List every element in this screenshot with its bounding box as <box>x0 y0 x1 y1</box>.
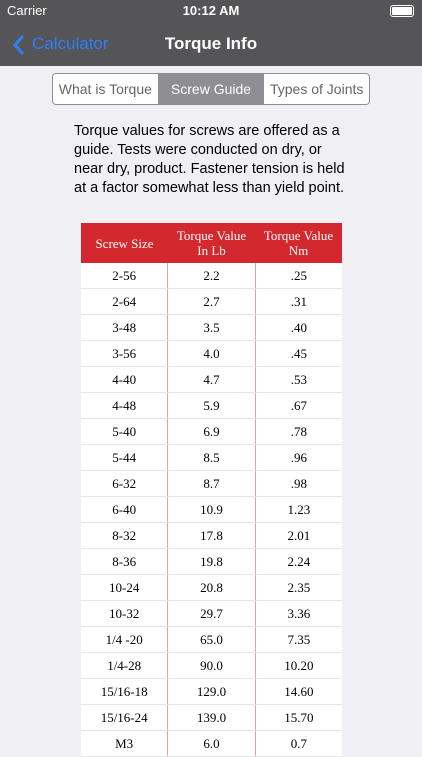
table-cell: 10-24 <box>108 580 140 595</box>
table-cell: 1/4 -20 <box>105 632 143 647</box>
table-cell: 4.0 <box>167 341 254 366</box>
table-row: 8-32 17.8 2.01 <box>81 523 342 549</box>
table-cell: 4-40 <box>112 372 137 387</box>
table-row: 5-44 8.5.96 <box>81 445 342 471</box>
table-row: 4-48 5.9.67 <box>81 393 342 419</box>
header-cell: Screw Size <box>95 235 154 251</box>
table-cell: 7.35 <box>254 627 342 652</box>
table-row: 10-24 20.8 2.35 <box>81 575 342 601</box>
table-row: 15/16-18 129.0 14.60 <box>81 679 342 705</box>
table-cell: 10.20 <box>254 653 342 678</box>
segmented-control: What is Torque Screw Guide Types of Joints <box>52 73 370 105</box>
table-cell: 3-48 <box>112 320 137 335</box>
tab[interactable]: Screw Guide <box>157 74 264 104</box>
table-cell: .98 <box>254 471 342 496</box>
table-row: 2-64 2.7.31 <box>81 289 342 315</box>
table-row: 2-56 2.2.25 <box>81 263 342 289</box>
table-cell: 65.0 <box>167 627 254 652</box>
table-cell: .53 <box>254 367 342 392</box>
table-cell: 6.9 <box>167 419 254 444</box>
table-row: 4-40 4.7.53 <box>81 367 342 393</box>
table-cell: 5-44 <box>112 450 137 465</box>
header-row: Screw Size Torque Value In Lb Torque Value… <box>81 223 342 263</box>
table-cell: 8.7 <box>167 471 254 496</box>
table-cell: 2.01 <box>254 523 342 548</box>
table-cell: 17.8 <box>167 523 254 548</box>
table-cell: 19.8 <box>167 549 254 574</box>
table-cell: 129.0 <box>167 679 254 704</box>
table-cell: 3-56 <box>112 346 137 361</box>
table-cell: .67 <box>254 393 342 418</box>
table-cell: .96 <box>254 445 342 470</box>
nav-bar: Carrier 10:12 AM Calculator Torque Info <box>0 0 422 66</box>
table-cell: 2.35 <box>254 575 342 600</box>
clock: 10:12 AM <box>182 3 240 18</box>
header-cell: Torque Value Nm <box>263 228 334 258</box>
nav-title: Torque Info <box>164 34 258 53</box>
table-cell: .78 <box>254 419 342 444</box>
table-cell: 8.5 <box>167 445 254 470</box>
table-row: 1/4 -20 65.0 7.35 <box>81 627 342 653</box>
carrier: Carrier <box>7 3 47 18</box>
table-cell: 15.70 <box>254 705 342 730</box>
table-cell: 15/16-24 <box>100 710 148 725</box>
table-cell: 4.7 <box>167 367 254 392</box>
intro-text: Torque values for screws are offered as … <box>74 123 345 196</box>
table-row: 1/4-28 90.0 10.20 <box>81 653 342 679</box>
tab[interactable]: Types of Joints <box>263 74 369 104</box>
header-cell: Torque Value In Lb <box>176 228 247 258</box>
table-cell: 1.23 <box>254 497 342 522</box>
table-cell: 14.60 <box>254 679 342 704</box>
table-cell: 2-56 <box>112 268 137 283</box>
table-row: M3 6.0 0.7 <box>81 731 342 757</box>
table-row: 6-40 10.9 1.23 <box>81 497 342 523</box>
back-chevron[interactable] <box>12 34 26 56</box>
table-cell: 20.8 <box>167 575 254 600</box>
table-cell: M3 <box>115 736 134 751</box>
table-cell: 3.5 <box>167 315 254 340</box>
torque-table: Screw Size Torque Value In Lb Torque Value… <box>81 223 342 757</box>
table-cell: 2-64 <box>112 294 137 309</box>
table-cell: 2.2 <box>167 263 254 288</box>
table-row: 3-48 3.5.40 <box>81 315 342 341</box>
table-row: 15/16-24 139.0 15.70 <box>81 705 342 731</box>
table-cell: .25 <box>254 263 342 288</box>
table-cell: 1/4-28 <box>107 658 142 673</box>
table-row: 5-40 6.9.78 <box>81 419 342 445</box>
table-cell: 5-40 <box>112 424 137 439</box>
table-row: 8-36 19.8 2.24 <box>81 549 342 575</box>
table-cell: .31 <box>254 289 342 314</box>
table-cell: 8-32 <box>112 528 137 543</box>
table-cell: 10-32 <box>108 606 140 621</box>
back-button[interactable]: Calculator <box>32 34 109 53</box>
table-row: 3-56 4.0.45 <box>81 341 342 367</box>
table-cell: 4-48 <box>112 398 137 413</box>
table-cell: .45 <box>254 341 342 366</box>
table-cell: 90.0 <box>167 653 254 678</box>
table-cell: 3.36 <box>254 601 342 626</box>
table-row: 6-32 8.7.98 <box>81 471 342 497</box>
table-cell: 0.7 <box>254 731 342 756</box>
table-cell: 6-40 <box>112 502 137 517</box>
table-row: 10-32 29.7 3.36 <box>81 601 342 627</box>
table-cell: 6-32 <box>112 476 137 491</box>
table-cell: 5.9 <box>167 393 254 418</box>
battery <box>390 5 414 17</box>
table-cell: 29.7 <box>167 601 254 626</box>
table-cell: .40 <box>254 315 342 340</box>
table-cell: 8-36 <box>112 554 137 569</box>
table-cell: 10.9 <box>167 497 254 522</box>
tab[interactable]: What is Torque <box>58 81 152 97</box>
table-cell: 139.0 <box>167 705 254 730</box>
table-cell: 2.24 <box>254 549 342 574</box>
table-cell: 15/16-18 <box>100 684 148 699</box>
table-cell: 6.0 <box>167 731 254 756</box>
table-cell: 2.7 <box>167 289 254 314</box>
